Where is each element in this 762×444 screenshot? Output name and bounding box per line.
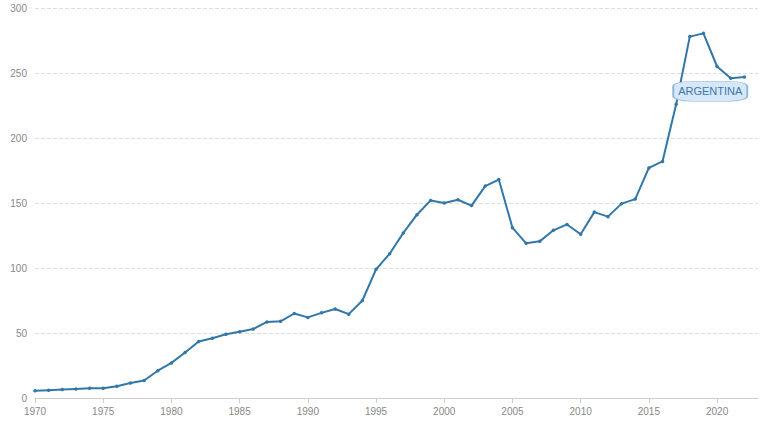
svg-text:1980: 1980 bbox=[160, 406, 183, 417]
svg-text:1990: 1990 bbox=[297, 406, 320, 417]
svg-text:2020: 2020 bbox=[706, 406, 729, 417]
svg-text:150: 150 bbox=[10, 198, 27, 209]
svg-text:1975: 1975 bbox=[92, 406, 115, 417]
svg-text:200: 200 bbox=[10, 133, 27, 144]
svg-text:250: 250 bbox=[10, 68, 27, 79]
svg-text:50: 50 bbox=[16, 328, 28, 339]
svg-text:1970: 1970 bbox=[24, 406, 47, 417]
svg-text:1995: 1995 bbox=[365, 406, 388, 417]
svg-text:ARGENTINA: ARGENTINA bbox=[678, 85, 743, 97]
svg-text:100: 100 bbox=[10, 263, 27, 274]
svg-text:2005: 2005 bbox=[501, 406, 524, 417]
svg-text:2015: 2015 bbox=[638, 406, 661, 417]
svg-text:0: 0 bbox=[21, 393, 27, 404]
svg-text:2010: 2010 bbox=[570, 406, 593, 417]
svg-text:300: 300 bbox=[10, 3, 27, 14]
svg-text:1985: 1985 bbox=[228, 406, 251, 417]
svg-text:2000: 2000 bbox=[433, 406, 456, 417]
